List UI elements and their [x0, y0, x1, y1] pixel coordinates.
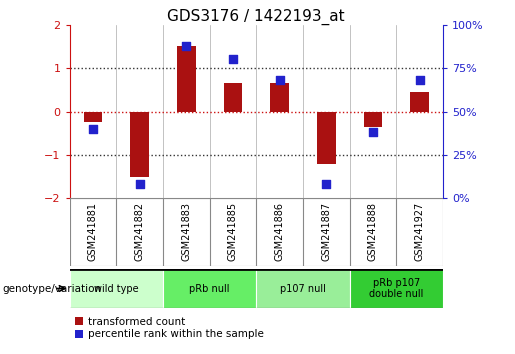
Bar [83, 112, 102, 122]
Text: GSM241881: GSM241881 [88, 202, 98, 261]
Bar [410, 92, 429, 112]
Bar [270, 83, 289, 112]
Point [229, 57, 237, 62]
Legend: transformed count, percentile rank within the sample: transformed count, percentile rank withi… [75, 317, 264, 339]
Text: GSM241886: GSM241886 [274, 202, 285, 261]
Text: wild type: wild type [94, 284, 139, 293]
Point [369, 130, 377, 135]
Point [89, 126, 97, 132]
Text: GSM241883: GSM241883 [181, 202, 191, 261]
Bar [177, 46, 196, 112]
Text: genotype/variation: genotype/variation [3, 284, 101, 293]
Bar [364, 112, 382, 127]
Text: pRb null: pRb null [190, 284, 230, 293]
Bar [350, 269, 443, 308]
Point [135, 182, 144, 187]
Bar [224, 83, 242, 112]
Text: pRb p107
double null: pRb p107 double null [369, 278, 423, 299]
Text: GSM241882: GSM241882 [134, 202, 145, 262]
Bar [163, 269, 256, 308]
Point [416, 78, 424, 83]
Bar [317, 112, 336, 164]
Text: GSM241927: GSM241927 [415, 202, 424, 262]
Text: GSM241885: GSM241885 [228, 202, 238, 262]
Point [182, 43, 191, 48]
Point [276, 78, 284, 83]
Text: p107 null: p107 null [280, 284, 326, 293]
Point [322, 182, 330, 187]
Bar [256, 269, 350, 308]
Bar [130, 112, 149, 177]
Text: GSM241887: GSM241887 [321, 202, 331, 262]
Bar [70, 269, 163, 308]
Text: GSM241888: GSM241888 [368, 202, 378, 261]
Title: GDS3176 / 1422193_at: GDS3176 / 1422193_at [167, 8, 345, 25]
